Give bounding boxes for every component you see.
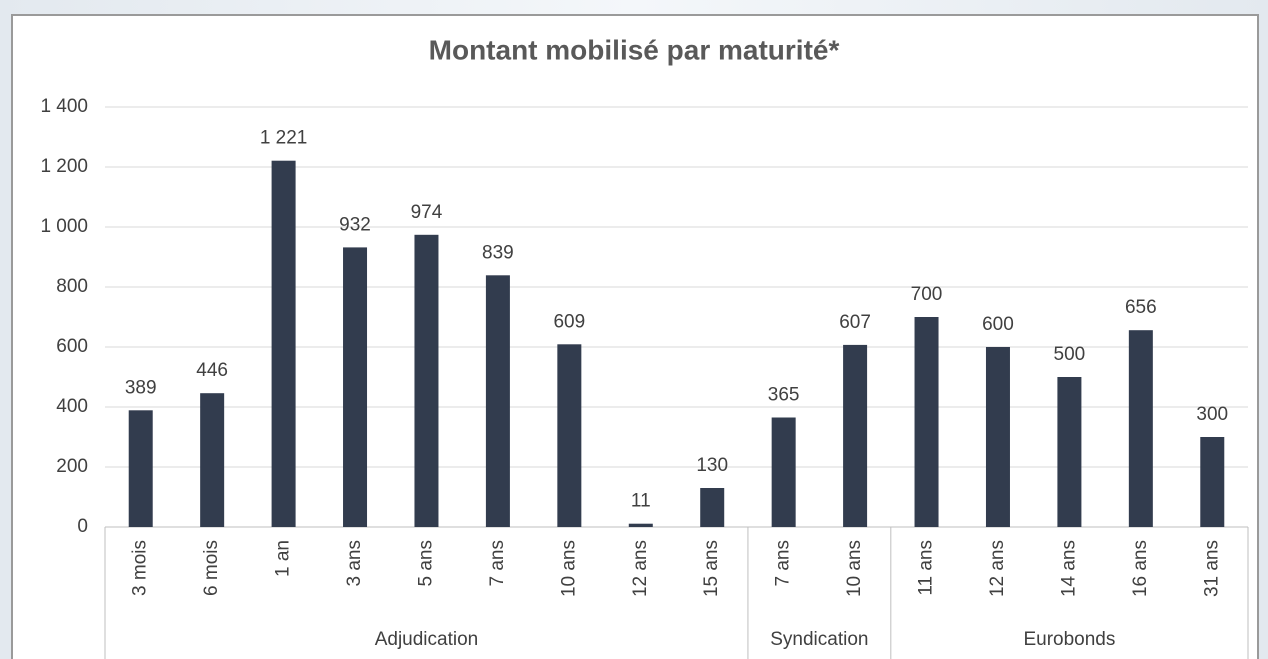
bar: [628, 523, 653, 527]
x-tick-label: 15 ans: [701, 540, 722, 597]
bar: [485, 275, 510, 527]
x-tick-label: 7 ans: [487, 540, 508, 586]
bar: [557, 344, 582, 527]
bar: [985, 347, 1010, 527]
x-tick-label: 14 ans: [1058, 540, 1079, 597]
y-tick-label: 400: [56, 396, 88, 417]
data-label: 607: [839, 312, 871, 333]
y-tick-label: 1 200: [40, 156, 88, 177]
data-label: 500: [1054, 344, 1086, 365]
x-tick-label: 5 ans: [415, 540, 436, 586]
y-tick-label: 0: [77, 516, 88, 537]
bar: [843, 344, 868, 527]
bar: [343, 247, 368, 527]
chart-title: Montant mobilisé par maturité*: [429, 34, 840, 65]
x-tick-label: 12 ans: [987, 540, 1008, 597]
x-tick-label: 16 ans: [1130, 540, 1151, 597]
data-label: 300: [1196, 404, 1228, 425]
bar: [128, 410, 153, 527]
x-tick-label: 10 ans: [844, 540, 865, 597]
data-label: 389: [125, 377, 157, 398]
x-tick-label: 10 ans: [558, 540, 579, 597]
y-tick-label: 800: [56, 276, 88, 297]
data-label: 839: [482, 242, 514, 263]
data-label: 365: [768, 385, 800, 406]
bar: [771, 417, 796, 527]
data-label: 600: [982, 314, 1014, 335]
x-tick-label: 1 an: [273, 540, 294, 577]
bar: [200, 393, 225, 527]
data-label: 609: [553, 311, 585, 332]
x-tick-label: 11 ans: [916, 540, 937, 596]
bar: [700, 488, 725, 527]
y-tick-label: 600: [56, 336, 88, 357]
data-label: 130: [696, 455, 728, 476]
y-tick-label: 200: [56, 456, 88, 477]
x-tick-label: 3 mois: [130, 540, 151, 596]
bar: [271, 160, 296, 527]
data-label: 656: [1125, 297, 1157, 318]
chart-frame: [11, 14, 1259, 659]
x-tick-label: 12 ans: [630, 540, 651, 597]
data-label: 446: [196, 360, 228, 381]
data-label: 974: [411, 202, 443, 223]
bar: [1057, 377, 1082, 527]
y-tick-label: 1 000: [40, 216, 88, 237]
data-label: 932: [339, 214, 371, 235]
bar: [1128, 330, 1153, 527]
data-label: 700: [911, 284, 943, 305]
bar: [414, 234, 439, 528]
group-label: Syndication: [770, 629, 868, 650]
bar: [1200, 437, 1225, 527]
x-tick-label: 31 ans: [1201, 540, 1222, 597]
x-tick-label: 6 mois: [201, 540, 222, 596]
data-label: 1 221: [260, 128, 308, 149]
data-label: 11: [631, 491, 651, 512]
x-tick-label: 7 ans: [773, 540, 794, 586]
bar: [914, 317, 939, 527]
group-label: Eurobonds: [1023, 629, 1115, 650]
y-tick-label: 1 400: [40, 96, 88, 117]
group-label: Adjudication: [375, 629, 479, 650]
x-tick-label: 3 ans: [344, 540, 365, 586]
